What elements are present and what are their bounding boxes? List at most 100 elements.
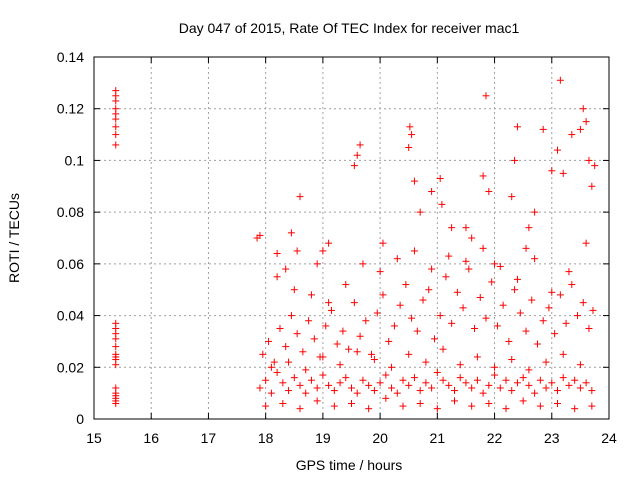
data-point — [267, 363, 275, 371]
x-tick-label: 24 — [601, 430, 617, 446]
data-point — [348, 384, 355, 392]
y-tick-label: 0.08 — [57, 204, 84, 220]
data-point — [491, 363, 499, 371]
data-point — [511, 286, 519, 294]
data-point — [542, 358, 550, 366]
data-point — [513, 379, 521, 387]
data-point — [436, 312, 444, 320]
data-point — [508, 193, 516, 201]
data-point — [493, 322, 501, 330]
x-tick-label: 20 — [372, 430, 388, 446]
data-point — [559, 169, 567, 177]
data-point — [528, 296, 536, 304]
data-point — [402, 281, 410, 289]
data-point — [399, 402, 407, 410]
data-point — [368, 350, 376, 358]
x-tick-label: 15 — [86, 430, 102, 446]
data-point — [319, 247, 327, 255]
data-point — [516, 309, 524, 317]
data-point — [313, 384, 321, 392]
data-point — [370, 387, 378, 395]
data-point — [393, 389, 401, 397]
data-point — [548, 379, 556, 387]
data-point — [545, 304, 553, 312]
data-point — [376, 268, 384, 276]
data-point — [353, 348, 361, 356]
data-point — [350, 162, 358, 170]
data-point — [290, 374, 298, 382]
data-point — [554, 399, 561, 407]
data-point — [282, 265, 290, 273]
data-point — [336, 379, 344, 387]
data-point — [505, 337, 513, 345]
data-point — [442, 273, 450, 281]
data-point — [399, 376, 407, 384]
data-point — [307, 291, 315, 299]
data-point — [296, 405, 304, 413]
data-point — [456, 374, 464, 382]
data-point — [370, 356, 378, 364]
data-point — [305, 317, 313, 325]
data-point — [448, 224, 456, 232]
data-point — [551, 330, 559, 338]
data-point — [285, 358, 293, 366]
data-point — [451, 397, 458, 405]
data-point — [313, 260, 321, 268]
data-point — [428, 265, 436, 273]
data-point — [485, 399, 493, 407]
data-point — [273, 368, 281, 376]
data-point — [511, 156, 519, 164]
data-point — [333, 340, 341, 348]
data-point — [525, 381, 533, 389]
data-point — [310, 335, 318, 343]
data-point — [416, 208, 424, 216]
data-point — [433, 405, 441, 413]
data-point — [322, 322, 330, 330]
data-point — [325, 239, 333, 247]
data-point — [410, 177, 418, 185]
data-point — [445, 381, 453, 389]
data-point — [428, 187, 436, 195]
data-point — [525, 224, 533, 232]
data-point — [508, 387, 516, 395]
data-point — [459, 304, 467, 312]
x-tick-label: 17 — [201, 430, 217, 446]
data-point — [588, 182, 596, 190]
data-point — [319, 371, 327, 379]
data-point — [279, 379, 287, 387]
data-point — [362, 317, 370, 325]
data-point — [488, 278, 496, 286]
data-point — [112, 97, 120, 105]
data-point — [438, 200, 446, 208]
data-point — [112, 343, 120, 351]
data-point — [388, 384, 396, 392]
x-axis-label: GPS time / hours — [296, 457, 403, 473]
data-point — [359, 260, 367, 268]
y-tick-label: 0.1 — [65, 152, 85, 168]
data-point — [270, 358, 278, 366]
data-point — [256, 231, 264, 239]
data-point — [287, 229, 295, 237]
data-point — [536, 402, 544, 410]
data-point — [576, 361, 584, 369]
data-point — [422, 358, 430, 366]
grid-lines — [94, 57, 609, 419]
data-point — [589, 306, 597, 314]
data-point — [302, 389, 310, 397]
data-point — [373, 309, 381, 317]
data-point — [513, 123, 521, 131]
data-point — [522, 327, 530, 335]
data-point — [588, 387, 596, 395]
data-point — [591, 162, 599, 170]
data-point — [554, 387, 561, 395]
data-point — [479, 244, 487, 252]
data-point — [559, 350, 567, 358]
data-point — [350, 299, 358, 307]
data-point — [579, 299, 587, 307]
data-point — [473, 353, 481, 361]
data-point — [348, 399, 355, 407]
data-point — [565, 381, 573, 389]
data-point — [556, 291, 564, 299]
data-point — [353, 151, 361, 159]
data-point — [267, 389, 275, 397]
